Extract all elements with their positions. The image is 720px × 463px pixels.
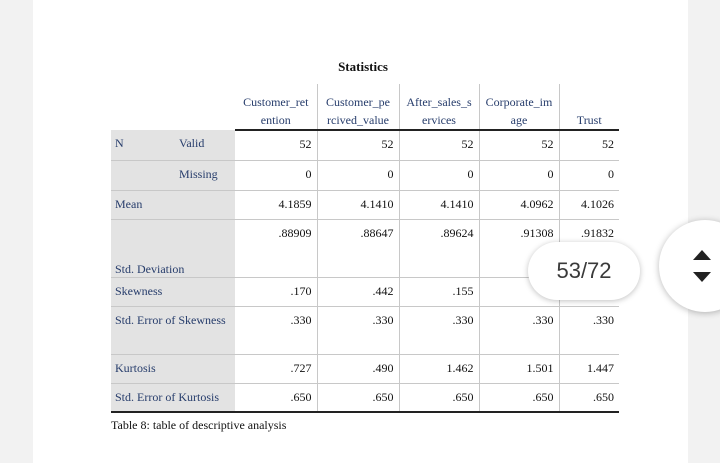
cell: 0 — [558, 160, 619, 191]
column-header: Trust — [558, 84, 619, 131]
row-label: N — [111, 130, 175, 161]
table-row: N Valid 52 52 52 52 52 — [111, 130, 619, 161]
table-row: Std. Error of Kurtosis .650 .650 .650 .6… — [111, 383, 619, 413]
row-sublabel: Valid — [175, 130, 235, 161]
row-label: Std. Error of Kurtosis — [111, 383, 235, 413]
cell: 52 — [316, 130, 399, 161]
corner-cell — [111, 84, 235, 130]
cell: .442 — [316, 277, 399, 307]
row-label: Mean — [111, 190, 235, 220]
table-row: Mean 4.1859 4.1410 4.1410 4.0962 4.1026 — [111, 190, 619, 220]
cell: 0 — [316, 160, 399, 191]
table-row: Missing 0 0 0 0 0 — [111, 160, 619, 191]
cell: .650 — [558, 383, 619, 413]
page-indicator: 53/72 — [528, 242, 640, 300]
cell: 0 — [398, 160, 479, 191]
cell: .650 — [478, 383, 559, 413]
cell: .330 — [398, 306, 479, 355]
cell: .89624 — [398, 219, 479, 278]
chevron-up-icon[interactable] — [693, 250, 711, 260]
chevron-down-icon[interactable] — [693, 272, 711, 282]
cell: 4.0962 — [478, 190, 559, 220]
cell: 4.1410 — [316, 190, 399, 220]
cell: 1.501 — [478, 354, 559, 384]
cell: .330 — [558, 306, 619, 355]
table-title: Statistics — [338, 59, 388, 74]
cell: 0 — [235, 160, 317, 191]
column-header: Customer_pe rcived_value — [316, 84, 399, 131]
table-caption: Table 8: table of descriptive analysis — [111, 418, 287, 432]
cell: .727 — [235, 354, 317, 384]
cell: .170 — [235, 277, 317, 307]
cell: .330 — [235, 306, 317, 355]
cell: 52 — [558, 130, 619, 161]
cell: .650 — [235, 383, 317, 413]
cell: .650 — [316, 383, 399, 413]
cell: .88647 — [316, 219, 399, 278]
cell: .155 — [398, 277, 479, 307]
cell: 4.1859 — [235, 190, 317, 220]
cell: 52 — [235, 130, 317, 161]
cell: .650 — [398, 383, 479, 413]
cell: 52 — [398, 130, 479, 161]
table-row: Skewness .170 .442 .155 — [111, 277, 619, 307]
cell: .330 — [478, 306, 559, 355]
cell: .330 — [316, 306, 399, 355]
row-label: Std. Deviation — [111, 219, 235, 278]
row-label: Std. Error of Skewness — [111, 306, 235, 355]
row-label: Kurtosis — [111, 354, 235, 384]
row-label: Skewness — [111, 277, 235, 307]
column-header: After_sales_s ervices — [398, 84, 479, 131]
table-row: Kurtosis .727 .490 1.462 1.501 1.447 — [111, 354, 619, 384]
column-header: Customer_ret ention — [235, 84, 317, 131]
row-sublabel: Missing — [175, 160, 235, 191]
cell: 1.447 — [558, 354, 619, 384]
cell: 0 — [478, 160, 559, 191]
cell: 1.462 — [398, 354, 479, 384]
row-label — [111, 160, 175, 191]
cell: .490 — [316, 354, 399, 384]
column-header: Corporate_im age — [478, 84, 559, 131]
table-row: Std. Error of Skewness .330 .330 .330 .3… — [111, 306, 619, 355]
cell: 52 — [478, 130, 559, 161]
cell: 4.1026 — [558, 190, 619, 220]
cell: 4.1410 — [398, 190, 479, 220]
cell: .88909 — [235, 219, 317, 278]
